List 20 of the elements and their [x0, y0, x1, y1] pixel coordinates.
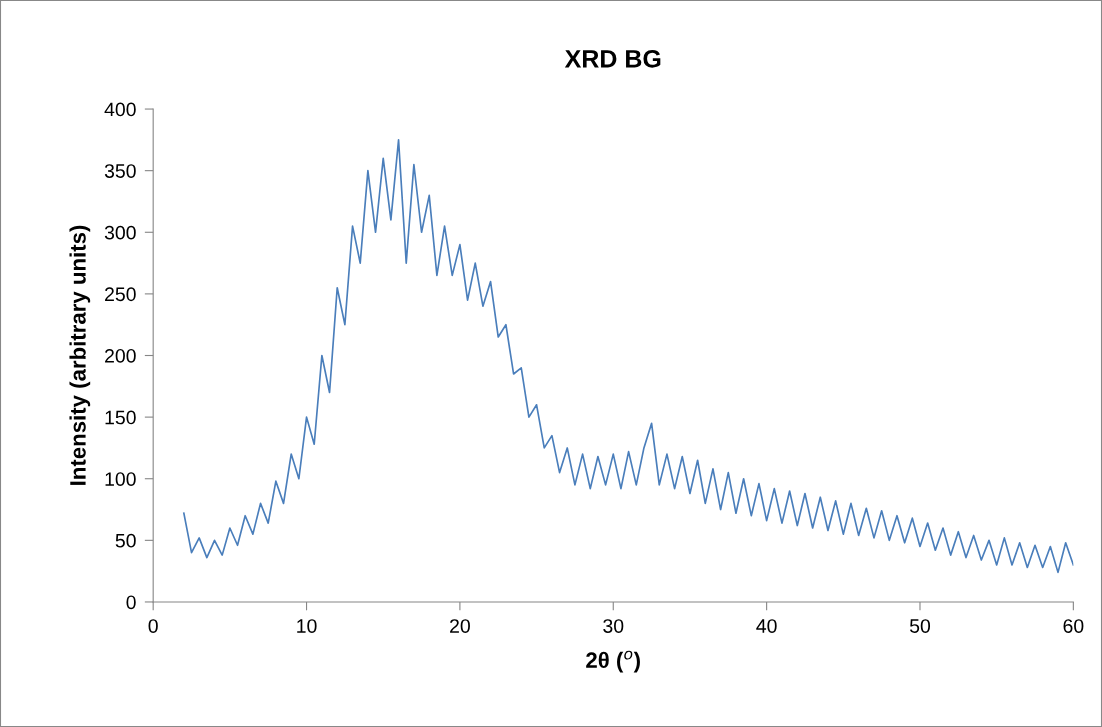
x-tick-label: 50: [909, 619, 931, 633]
x-tick-label: 20: [450, 619, 470, 633]
y-tick-label: 100: [105, 472, 136, 486]
y-tick-label: 50: [115, 533, 136, 548]
x-axis-title: 2θ ($^{o}$): [586, 650, 640, 673]
x-tick-label: 0: [148, 619, 158, 633]
x-tick-label: 10: [297, 619, 317, 633]
x-tick-label: 60: [1063, 619, 1084, 633]
line-series: [183, 139, 1074, 574]
y-axis-title: Intensity (arbitrary units): [69, 225, 91, 485]
y-tick-label: 400: [104, 102, 136, 117]
x-tick-label: 40: [756, 619, 777, 633]
chart-title: XRD BG: [564, 49, 661, 68]
y-tick-label: 250: [105, 287, 136, 302]
y-tick-label: 300: [104, 225, 136, 240]
y-tick-label: 0: [126, 595, 136, 610]
x-tick-label: 30: [603, 619, 624, 633]
y-tick-label: 150: [105, 410, 136, 425]
y-tick-label: 350: [104, 164, 136, 178]
y-tick-label: 200: [105, 348, 136, 363]
